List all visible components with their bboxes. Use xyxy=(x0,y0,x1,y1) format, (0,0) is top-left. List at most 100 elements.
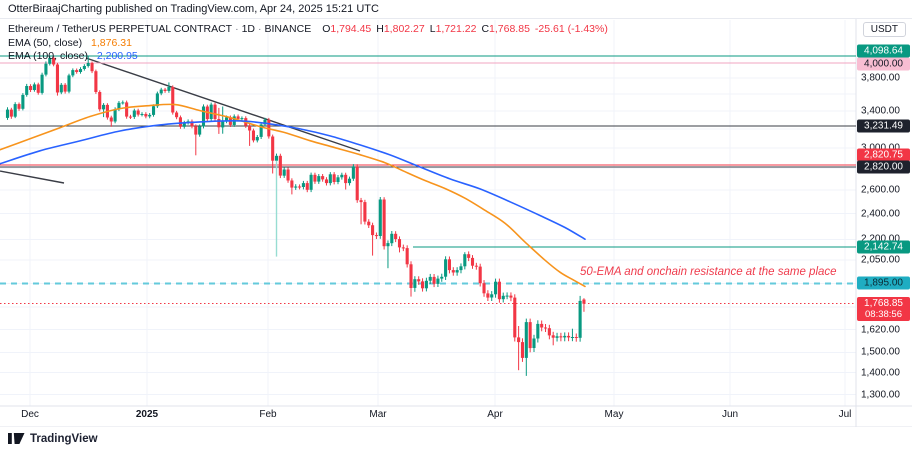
candle-body xyxy=(140,114,144,115)
candle-body xyxy=(198,126,202,135)
candle-body xyxy=(290,180,294,188)
attribution-bar: OtterBiraajCharting published on Trading… xyxy=(0,0,912,19)
separator: · xyxy=(258,23,262,35)
candle-body xyxy=(32,84,36,90)
candle-body xyxy=(55,64,60,93)
candle-body xyxy=(151,106,156,115)
candle-body xyxy=(374,235,378,237)
chart-annotation[interactable]: 50-EMA and onchain resistance at the sam… xyxy=(580,266,837,278)
candle-body xyxy=(340,174,344,178)
candle-body xyxy=(17,104,21,109)
candle-body xyxy=(251,130,255,141)
candle-body xyxy=(328,174,332,184)
candle-body xyxy=(155,93,159,107)
candle-body xyxy=(409,264,413,288)
candle-body xyxy=(221,121,225,128)
candle-body xyxy=(13,104,17,117)
candle-body xyxy=(467,254,471,258)
currency-button[interactable]: USDT xyxy=(862,22,906,37)
candle-body xyxy=(298,186,302,188)
candle-body xyxy=(29,86,33,90)
candle-body xyxy=(524,322,528,358)
candle-body xyxy=(482,283,486,294)
open-value: 1,794.45 xyxy=(330,23,372,35)
tradingview-logo-text: TradingView xyxy=(30,432,98,445)
candle-body xyxy=(305,183,309,190)
ema100-line xyxy=(0,120,586,240)
candle-body xyxy=(532,338,536,348)
symbol-title: Ethereum / TetherUS PERPETUAL CONTRACT xyxy=(8,23,233,35)
candle-body xyxy=(167,87,171,91)
candle-body xyxy=(474,265,478,267)
ema100-label: EMA (100, close) xyxy=(8,50,88,62)
candle-body xyxy=(332,174,336,182)
candle-body xyxy=(347,178,352,184)
candle-body xyxy=(501,295,505,300)
symbol-row[interactable]: Ethereum / TetherUS PERPETUAL CONTRACT · 1… xyxy=(8,23,608,37)
candle-body xyxy=(367,221,371,226)
candle-body xyxy=(21,94,25,109)
candle-body xyxy=(578,300,582,338)
candle-body xyxy=(75,70,79,72)
candle-body xyxy=(436,278,440,284)
candle-body xyxy=(444,259,448,277)
candle-body xyxy=(190,121,194,127)
candle-body xyxy=(59,84,63,93)
candle-body xyxy=(274,155,279,161)
trendline xyxy=(85,57,361,152)
candle-body xyxy=(401,247,405,249)
candle-body xyxy=(213,104,217,119)
high-label: H xyxy=(376,23,384,35)
candle-body xyxy=(121,102,125,104)
candle-body xyxy=(48,57,52,64)
candle-body xyxy=(136,110,140,115)
candle-body xyxy=(543,327,548,329)
candle-body xyxy=(520,342,525,358)
candle-body xyxy=(9,109,13,117)
candle-body xyxy=(209,104,213,119)
low-label: L xyxy=(429,23,436,35)
candle-body xyxy=(25,86,29,95)
high-value: 1,802.27 xyxy=(383,23,425,35)
indicator-row-ema50[interactable]: EMA (50, close) 1,876.31 xyxy=(8,37,608,51)
candle-body xyxy=(486,293,490,298)
candle-body xyxy=(225,117,229,122)
candle-body xyxy=(390,233,394,244)
candle-body xyxy=(497,281,501,300)
candle-body xyxy=(547,328,551,336)
candle-body xyxy=(178,117,182,127)
candle-body xyxy=(536,323,540,339)
candle-body xyxy=(163,89,167,91)
candle-body xyxy=(513,297,517,338)
candle-body xyxy=(248,125,252,131)
candle-body xyxy=(313,174,317,182)
separator: · xyxy=(235,23,239,35)
candle-body xyxy=(574,337,578,338)
ema100-value: 2,200.95 xyxy=(96,50,138,62)
candle-body xyxy=(263,119,267,125)
candle-body xyxy=(344,174,348,184)
candle-body xyxy=(98,92,102,110)
ema50-line xyxy=(0,103,586,288)
candle-body xyxy=(397,239,402,248)
indicator-row-ema100[interactable]: EMA (100, close) 2,200.95 xyxy=(8,50,608,64)
candle-body xyxy=(171,87,175,113)
tradingview-logo[interactable]: TradingView xyxy=(8,432,98,445)
candle-body xyxy=(52,57,56,65)
candle-body xyxy=(78,69,83,72)
candle-body xyxy=(378,199,382,236)
candle-body xyxy=(440,276,444,279)
candle-body xyxy=(555,336,559,338)
candle-body xyxy=(432,276,436,284)
candle-body xyxy=(455,270,459,273)
candle-body xyxy=(478,266,482,284)
candle-body xyxy=(259,124,263,137)
candle-body xyxy=(90,63,94,72)
interval-label: 1D xyxy=(241,23,256,35)
candle-body xyxy=(217,119,221,128)
candle-body xyxy=(113,109,117,122)
candle-body xyxy=(40,74,44,93)
candle-body xyxy=(5,109,10,118)
